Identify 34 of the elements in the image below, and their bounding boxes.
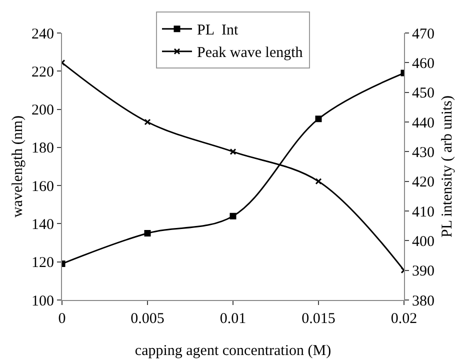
point [315,178,322,185]
point [144,118,151,126]
y-tick-label: 240 [32,26,54,42]
y2-tick-label: 470 [412,26,434,42]
y-tick-label: 180 [32,140,54,157]
x-tick-label: 0.02 [390,311,418,327]
y2-tick-label: 400 [412,234,434,250]
y2-tick-label: 450 [412,86,434,102]
y-tick-label: 120 [32,255,54,272]
y-tick-label: 160 [32,178,54,195]
legend-label: PL Int [197,22,239,39]
y-tick-label: 100 [32,293,54,310]
y2-tick-label: 460 [412,56,434,72]
y2-tick-label: 390 [412,264,434,280]
point [144,230,151,236]
y-tick-label: 200 [32,102,54,119]
x-tick-label: 0.005 [130,311,164,327]
y-axis-title: wavelength (nm) [10,115,26,218]
x-axis-title: capping agent concentration (M) [134,343,332,359]
y2-tick-label: 430 [412,144,434,161]
y-tick-label: 140 [32,216,54,233]
x-tick-label: 0.015 [302,311,336,327]
y2-tick-label: 410 [412,204,434,220]
legend-label: Peak wave length [197,45,304,62]
point [230,212,236,220]
y2-axis-title: PL intensity ( arb units) [440,96,456,238]
y2-tick-label: 440 [412,115,434,132]
y2-tick-label: 380 [412,293,434,310]
point [315,116,322,122]
y-tick-label: 220 [32,64,54,80]
point [230,148,236,155]
y2-tick-label: 420 [412,174,434,191]
x-tick-label: 0.01 [220,311,246,327]
x-tick-label: 0 [58,311,66,327]
